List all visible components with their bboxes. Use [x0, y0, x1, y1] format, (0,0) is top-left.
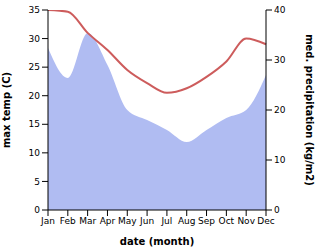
svg-text:date (month): date (month) [120, 236, 194, 247]
svg-text:Jan: Jan [40, 216, 55, 226]
svg-text:Aug: Aug [178, 216, 196, 226]
svg-text:Feb: Feb [60, 216, 76, 226]
svg-text:Nov: Nov [237, 216, 255, 226]
svg-text:20: 20 [274, 105, 286, 115]
svg-text:Dec: Dec [257, 216, 274, 226]
svg-text:35: 35 [29, 5, 40, 15]
svg-text:Oct: Oct [219, 216, 235, 226]
svg-text:0: 0 [34, 205, 40, 215]
svg-text:10: 10 [274, 155, 286, 165]
svg-text:max temp (C): max temp (C) [8, 72, 12, 148]
svg-text:Jul: Jul [160, 216, 172, 226]
svg-text:med. precipitation (kg/m2): med. precipitation (kg/m2) [304, 34, 310, 186]
svg-text:Apr: Apr [100, 216, 116, 226]
svg-text:0: 0 [274, 205, 280, 215]
svg-text:10: 10 [29, 148, 41, 158]
svg-text:May: May [118, 216, 137, 226]
svg-text:30: 30 [274, 55, 286, 65]
svg-text:Mar: Mar [79, 216, 96, 226]
svg-text:25: 25 [29, 62, 40, 72]
svg-text:15: 15 [29, 119, 40, 129]
svg-text:Sep: Sep [198, 216, 215, 226]
svg-text:Jun: Jun [139, 216, 154, 226]
svg-text:20: 20 [29, 91, 41, 101]
svg-text:30: 30 [29, 34, 41, 44]
svg-text:5: 5 [34, 177, 40, 187]
svg-text:40: 40 [274, 5, 286, 15]
